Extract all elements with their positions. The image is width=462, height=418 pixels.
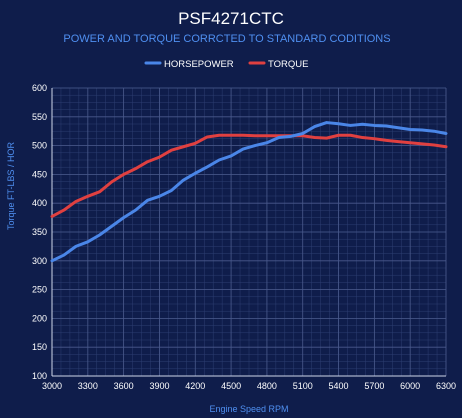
x-tick-label: 5100 bbox=[293, 381, 313, 391]
y-axis-title: Torque FT-LBS / HOR bbox=[6, 141, 16, 230]
y-tick-label: 450 bbox=[32, 169, 47, 179]
chart-title: PSF4271CTC bbox=[178, 9, 284, 28]
y-tick-label: 250 bbox=[32, 285, 47, 295]
legend-label-horsepower: HORSEPOWER bbox=[164, 59, 234, 70]
chart-legend: HORSEPOWER TORQUE bbox=[144, 59, 308, 70]
y-tick-label: 600 bbox=[32, 83, 47, 93]
x-tick-label: 3000 bbox=[42, 381, 62, 391]
x-tick-label: 5400 bbox=[329, 381, 349, 391]
chart-subtitle: POWER AND TORQUE CORRCTED TO STANDARD CO… bbox=[63, 33, 390, 45]
legend-label-torque: TORQUE bbox=[268, 59, 308, 70]
series-line-torque[interactable] bbox=[50, 133, 448, 218]
y-tick-label: 400 bbox=[32, 198, 47, 208]
series-line-horsepower[interactable] bbox=[50, 121, 448, 263]
x-tick-label: 3900 bbox=[149, 381, 169, 391]
x-tick-label: 3300 bbox=[78, 381, 98, 391]
x-tick-label: 6000 bbox=[400, 381, 420, 391]
series-layer bbox=[50, 121, 448, 263]
chart-grid bbox=[51, 87, 447, 377]
x-tick-label: 6300 bbox=[436, 381, 456, 391]
x-tick-label: 4800 bbox=[257, 381, 277, 391]
y-tick-label: 200 bbox=[32, 313, 47, 323]
y-tick-label: 500 bbox=[32, 141, 47, 151]
y-tick-label: 350 bbox=[32, 227, 47, 237]
y-tick-label: 100 bbox=[32, 371, 47, 381]
x-tick-label: 4500 bbox=[221, 381, 241, 391]
legend-item-torque[interactable]: TORQUE bbox=[248, 59, 308, 70]
x-axis-ticks: 3000 3300 3600 3900 4200 4500 4800 5100 5400 5700… bbox=[42, 381, 456, 391]
y-tick-label: 550 bbox=[32, 112, 47, 122]
x-tick-label: 5700 bbox=[364, 381, 384, 391]
x-tick-label: 4200 bbox=[185, 381, 205, 391]
legend-item-horsepower[interactable]: HORSEPOWER bbox=[144, 59, 234, 70]
y-tick-label: 300 bbox=[32, 256, 47, 266]
chart-axes bbox=[51, 88, 446, 377]
y-axis-ticks: 100 150 200 250 300 350 400 450 500 550 600 bbox=[32, 83, 47, 381]
x-tick-label: 3600 bbox=[114, 381, 134, 391]
y-tick-label: 150 bbox=[32, 342, 47, 352]
x-axis-title: Engine Speed RPM bbox=[209, 404, 288, 414]
